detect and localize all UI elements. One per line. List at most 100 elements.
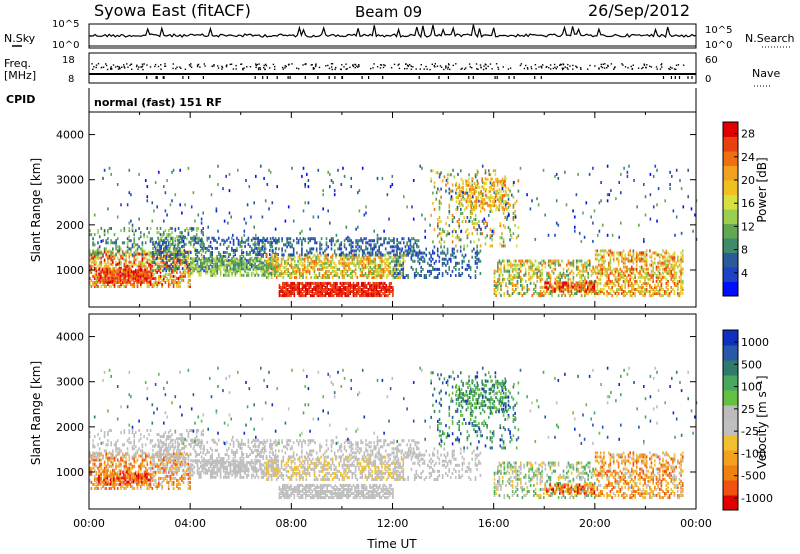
power-cell — [308, 255, 311, 259]
power-cell — [473, 181, 476, 185]
power-cell — [342, 290, 345, 293]
power-cell — [381, 269, 383, 273]
power-cell — [187, 231, 190, 235]
power-cell — [298, 257, 301, 261]
nave-point — [376, 66, 379, 68]
power-cell — [272, 269, 275, 273]
power-cell — [293, 290, 296, 293]
power-cell — [283, 281, 286, 285]
power-cell — [471, 222, 474, 226]
power-cell — [460, 207, 462, 211]
power-cell — [295, 276, 298, 279]
power-cell — [450, 253, 452, 257]
power-cell — [568, 285, 571, 289]
power-cell — [323, 263, 326, 267]
power-cell — [381, 253, 384, 257]
power-cell — [315, 276, 317, 279]
nave-point — [580, 68, 582, 70]
power-cell — [319, 247, 321, 251]
nave-point — [447, 68, 449, 70]
power-cell — [328, 269, 331, 273]
power-cell — [195, 265, 197, 269]
power-cell — [474, 218, 477, 221]
power-cell — [148, 285, 150, 288]
power-cell — [612, 267, 615, 271]
power-cell — [290, 257, 293, 261]
power-cell — [404, 253, 406, 257]
power-cell — [381, 261, 383, 265]
nsky-label: N.Sky — [4, 32, 36, 45]
power-cell — [170, 257, 172, 261]
power-cell — [158, 265, 161, 269]
power-cell — [544, 285, 546, 289]
power-cell — [318, 259, 321, 263]
freq-spike — [540, 76, 542, 79]
power-cell — [349, 267, 352, 271]
power-cell — [126, 272, 128, 276]
power-cell — [612, 257, 615, 261]
power-cell — [478, 220, 480, 223]
power-cell — [375, 253, 377, 257]
power-cell — [374, 294, 376, 298]
power-cell — [152, 240, 154, 244]
power-cell — [254, 257, 256, 261]
power-cell — [617, 261, 620, 265]
power-cell — [450, 274, 452, 277]
power-cell — [516, 285, 519, 289]
power-cell — [254, 263, 256, 267]
power-cell — [387, 261, 390, 265]
power-cell — [506, 267, 509, 271]
power-cell — [295, 263, 298, 267]
power-cell — [357, 285, 360, 289]
power-cell — [437, 187, 439, 191]
power-cell — [241, 261, 243, 265]
power-cell — [498, 208, 501, 212]
power-cell — [247, 265, 250, 269]
power-cell — [632, 288, 635, 291]
power-cell — [432, 267, 434, 271]
power-cell — [555, 287, 558, 291]
power-cell — [575, 290, 578, 293]
power-cell — [437, 234, 439, 238]
power-cell — [551, 261, 553, 265]
power-cell — [403, 237, 405, 241]
power-cell — [478, 199, 480, 203]
power-cell — [445, 263, 447, 267]
power-cell — [433, 245, 436, 249]
power-cell — [323, 253, 326, 257]
power-cell — [394, 261, 396, 265]
power-cell — [136, 252, 139, 256]
power-cell — [158, 244, 161, 248]
power-cell — [274, 269, 276, 273]
power-cell — [184, 262, 186, 266]
power-cell — [566, 273, 568, 277]
power-cell — [562, 281, 564, 285]
power-cell — [128, 229, 131, 233]
power-cell — [221, 259, 223, 263]
power-cell — [145, 270, 148, 274]
power-cell — [123, 227, 126, 230]
power-cell — [400, 263, 403, 267]
power-cell — [137, 268, 140, 272]
power-cell — [355, 239, 357, 243]
power-cell — [360, 292, 363, 295]
power-cell — [465, 200, 468, 204]
power-cell — [627, 283, 630, 287]
power-cell — [544, 283, 546, 287]
power-cell — [156, 227, 158, 230]
power-cell — [151, 276, 154, 280]
power-cell — [100, 251, 103, 255]
power-cell — [402, 265, 405, 269]
power-cell — [446, 232, 449, 236]
nave-point — [632, 64, 634, 66]
power-cell — [236, 248, 238, 252]
power-cell — [359, 269, 362, 273]
power-cell — [231, 248, 233, 252]
power-cell — [397, 263, 400, 267]
power-cell — [417, 272, 419, 275]
power-cell — [184, 272, 186, 276]
power-cell — [310, 276, 312, 279]
power-cell — [608, 279, 610, 283]
power-cell — [570, 281, 573, 285]
power-cell — [293, 281, 296, 285]
